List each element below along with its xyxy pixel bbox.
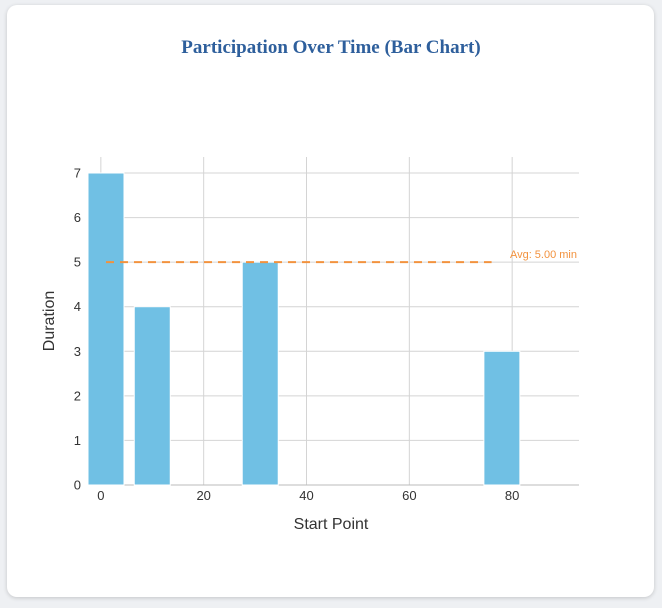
chart-title: Participation Over Time (Bar Chart) <box>181 37 481 58</box>
y-tick-label: 6 <box>74 210 81 225</box>
bars-group <box>87 172 521 486</box>
average-label: Avg: 5.00 min <box>510 249 577 261</box>
x-axis-ticks: 0 20 40 60 80 <box>97 488 519 503</box>
bar[interactable] <box>87 172 125 486</box>
bar[interactable] <box>133 306 171 486</box>
y-axis-ticks: 0 1 2 3 4 5 6 7 <box>74 166 81 493</box>
y-tick-label: 4 <box>74 299 81 314</box>
y-tick-label: 5 <box>74 255 81 270</box>
x-tick-label: 60 <box>402 488 416 503</box>
x-axis-label: Start Point <box>294 516 369 533</box>
x-tick-label: 0 <box>97 488 104 503</box>
x-tick-label: 80 <box>505 488 519 503</box>
average-line-group: Avg: 5.00 min <box>105 249 577 264</box>
bar[interactable] <box>241 261 279 486</box>
y-tick-label: 1 <box>74 433 81 448</box>
y-axis-label: Duration <box>41 291 58 351</box>
y-tick-label: 3 <box>74 344 81 359</box>
y-tick-label: 2 <box>74 388 81 403</box>
bar[interactable] <box>483 350 521 486</box>
y-tick-label: 0 <box>74 478 81 493</box>
y-tick-label: 7 <box>74 166 81 181</box>
x-tick-label: 20 <box>196 488 210 503</box>
x-tick-label: 40 <box>299 488 313 503</box>
